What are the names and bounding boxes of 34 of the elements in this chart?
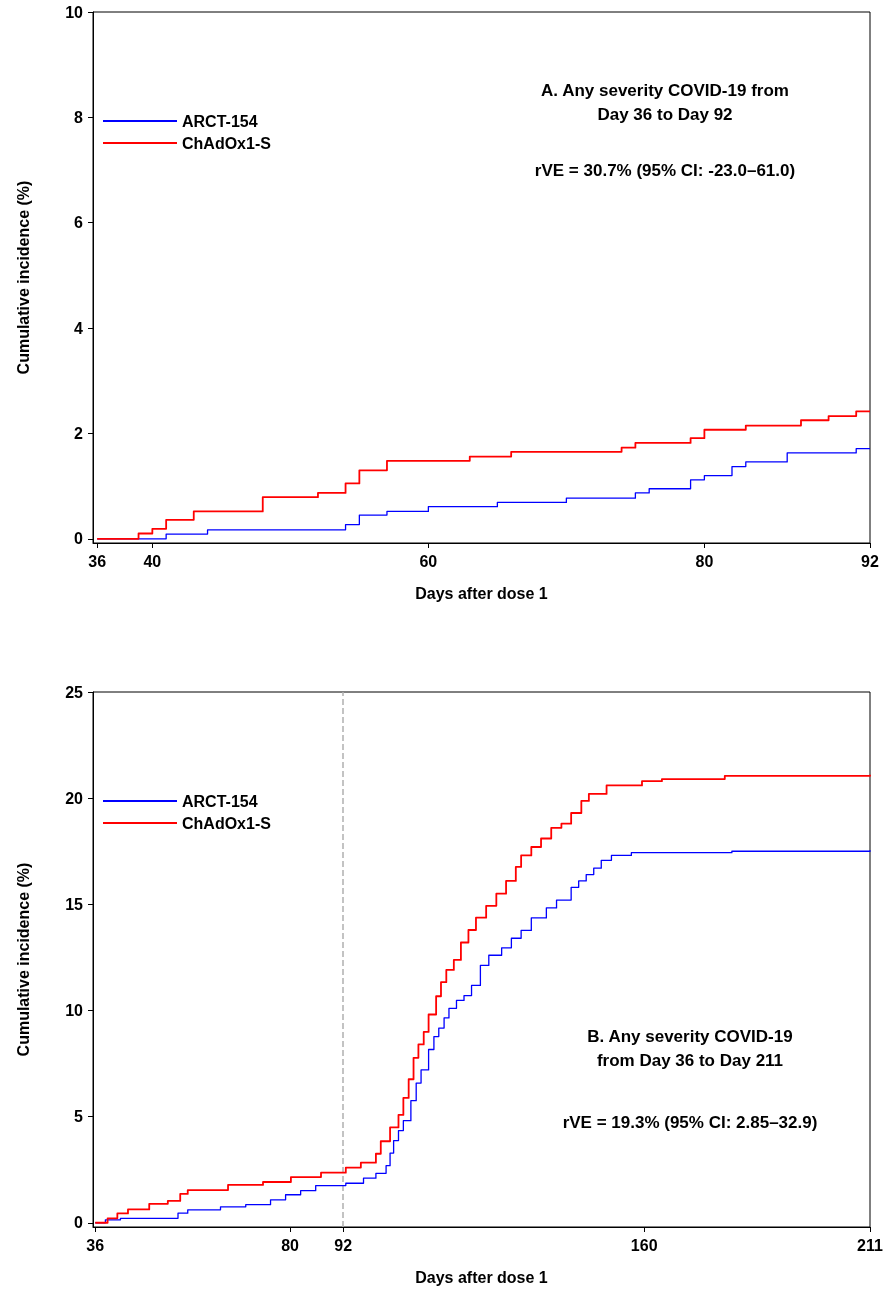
- annotation: A. Any severity COVID-19 from Day 36 to Day 92: [541, 80, 789, 124]
- y-tick-label: 2: [74, 424, 84, 442]
- y-tick-label: 5: [74, 1108, 84, 1126]
- y-tick-label: 10: [65, 3, 84, 21]
- y-tick-label: 25: [65, 683, 84, 701]
- x-tick-label: 40: [143, 552, 162, 570]
- annotation: rVE = 30.7% (95% CI: -23.0–61.0): [534, 160, 796, 180]
- y-tick-label: 20: [65, 789, 84, 807]
- y-tick-label: 15: [65, 895, 84, 913]
- x-tick-label: 92: [334, 1236, 353, 1254]
- y-tick-label: 6: [74, 214, 84, 232]
- annotation: rVE = 19.3% (95% CI: 2.85–32.9): [562, 1112, 818, 1132]
- y-tick-label: 4: [74, 319, 84, 337]
- y-axis-title: Cumulative incidence (%): [14, 180, 32, 375]
- x-tick-label: 160: [630, 1236, 658, 1254]
- annotation: B. Any severity COVID-19 from Day 36 to Day 211: [587, 1026, 793, 1070]
- y-tick-label: 0: [74, 1214, 84, 1232]
- x-tick-label: 92: [861, 552, 879, 570]
- legend-label: ARCT-154: [182, 112, 258, 130]
- y-tick-label: 0: [74, 530, 84, 548]
- x-axis-title: Days after dose 1: [415, 1268, 548, 1286]
- legend-label: ChAdOx1-S: [182, 814, 272, 832]
- x-axis-title: Days after dose 1: [415, 584, 548, 602]
- y-axis-title: Cumulative incidence (%): [14, 862, 32, 1057]
- x-tick-label: 36: [86, 1236, 105, 1254]
- x-tick-label: 60: [419, 552, 438, 570]
- legend-label: ARCT-154: [182, 792, 258, 810]
- x-tick-label: 211: [857, 1236, 884, 1254]
- x-tick-label: 80: [281, 1236, 300, 1254]
- legend-label: ChAdOx1-S: [182, 134, 272, 152]
- y-tick-label: 10: [65, 1001, 84, 1019]
- y-tick-label: 8: [74, 108, 84, 126]
- x-tick-label: 80: [695, 552, 714, 570]
- x-tick-label: 36: [88, 552, 107, 570]
